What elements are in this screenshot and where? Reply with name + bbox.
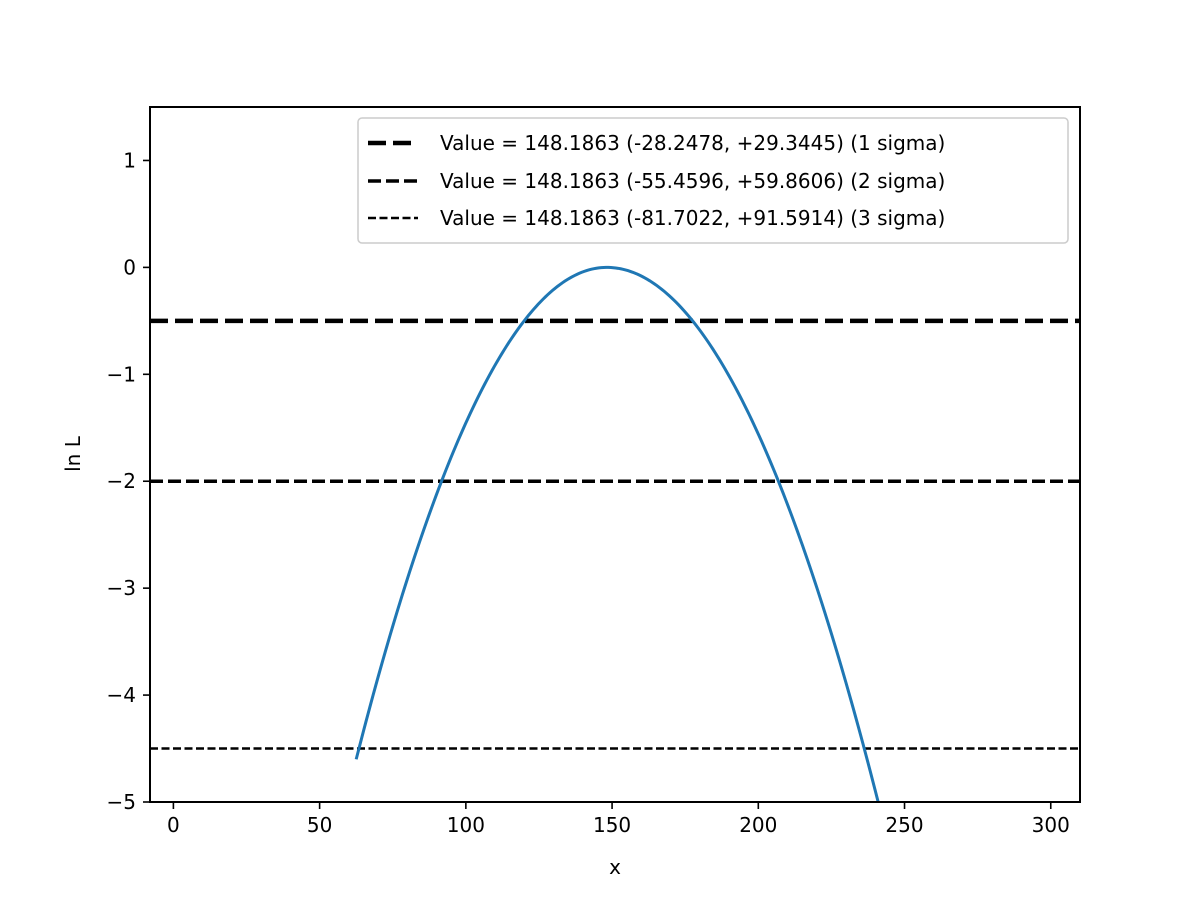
x-tick-label: 50 bbox=[307, 813, 332, 837]
legend-entry-2sigma: Value = 148.1863 (-55.4596, +59.8606) (2… bbox=[440, 169, 945, 193]
x-tick-label: 250 bbox=[885, 813, 923, 837]
threshold-lines bbox=[150, 318, 1080, 750]
x-tick-label: 150 bbox=[593, 813, 631, 837]
legend-box bbox=[357, 117, 1069, 244]
x-tick-label: 300 bbox=[1032, 813, 1070, 837]
x-axis-ticks: 0 50 100 150 200 250 300 bbox=[167, 802, 1070, 837]
y-axis-label: ln L bbox=[61, 435, 85, 472]
x-axis-label: x bbox=[609, 855, 621, 879]
legend-entry-3sigma: Value = 148.1863 (-81.7022, +91.5914) (3… bbox=[440, 206, 945, 230]
y-tick-label: −4 bbox=[107, 683, 136, 707]
legend-entry-1sigma: Value = 148.1863 (-28.2478, +29.3445) (1… bbox=[440, 131, 945, 155]
x-tick-label: 0 bbox=[167, 813, 180, 837]
y-tick-label: −3 bbox=[107, 576, 136, 600]
legend: Value = 148.1863 (-28.2478, +29.3445) (1… bbox=[357, 117, 1069, 244]
log-likelihood-curve bbox=[354, 265, 880, 802]
x-tick-label: 100 bbox=[447, 813, 485, 837]
y-tick-label: 1 bbox=[123, 148, 136, 172]
y-tick-label: −2 bbox=[107, 469, 136, 493]
curve-layer bbox=[354, 265, 880, 802]
y-tick-label: −1 bbox=[107, 362, 136, 386]
y-axis-ticks: 1 0 −1 −2 −3 −4 −5 bbox=[107, 148, 150, 814]
y-tick-label: −5 bbox=[107, 790, 136, 814]
x-tick-label: 200 bbox=[739, 813, 777, 837]
plot-frame bbox=[149, 106, 1081, 803]
y-tick-label: 0 bbox=[123, 255, 136, 279]
